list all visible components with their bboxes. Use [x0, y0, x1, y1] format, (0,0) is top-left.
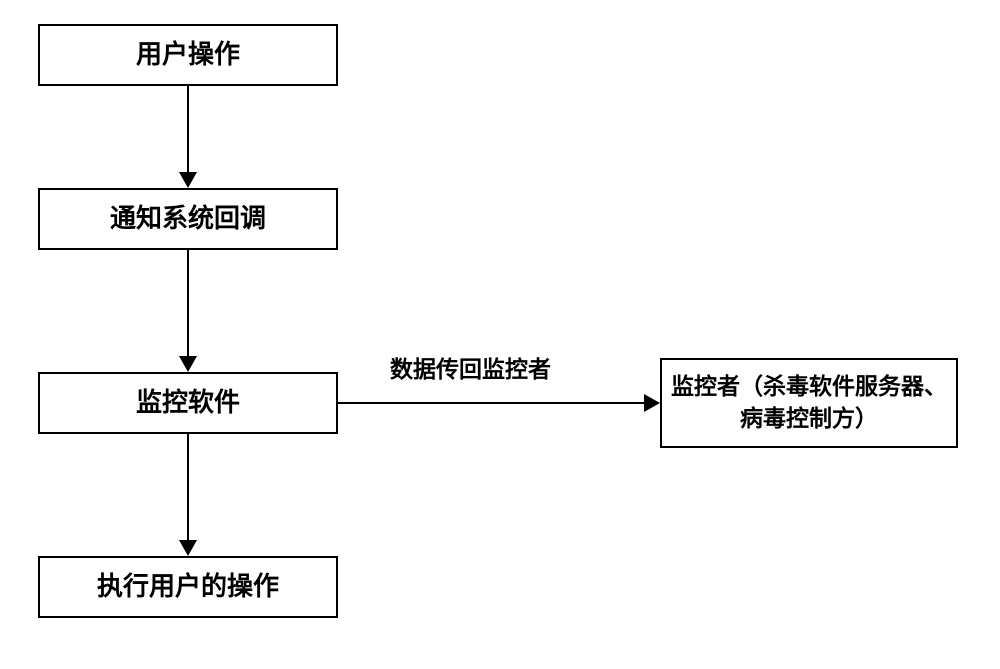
arrow-head-icon — [179, 540, 197, 556]
node-label: 通知系统回调 — [110, 201, 266, 237]
node-monitor-entity: 监控者（杀毒软件服务器、病毒控制方） — [660, 358, 958, 448]
edge-arrow — [187, 86, 189, 172]
arrow-head-icon — [179, 172, 197, 188]
arrow-head-icon — [179, 356, 197, 372]
arrow-head-icon — [644, 394, 660, 412]
node-monitor-software: 监控软件 — [38, 372, 338, 434]
edge-arrow — [187, 250, 189, 356]
edge-arrow — [187, 434, 189, 540]
edge-arrow — [338, 402, 644, 404]
node-user-operation: 用户操作 — [38, 24, 338, 86]
edge-label: 数据传回监控者 — [390, 350, 551, 384]
node-notify-callback: 通知系统回调 — [38, 188, 338, 250]
node-label: 用户操作 — [136, 37, 240, 73]
node-label: 监控软件 — [136, 385, 240, 421]
node-execute-operation: 执行用户的操作 — [38, 556, 338, 618]
node-label: 监控者（杀毒软件服务器、病毒控制方） — [666, 371, 952, 435]
node-label: 执行用户的操作 — [97, 569, 279, 605]
